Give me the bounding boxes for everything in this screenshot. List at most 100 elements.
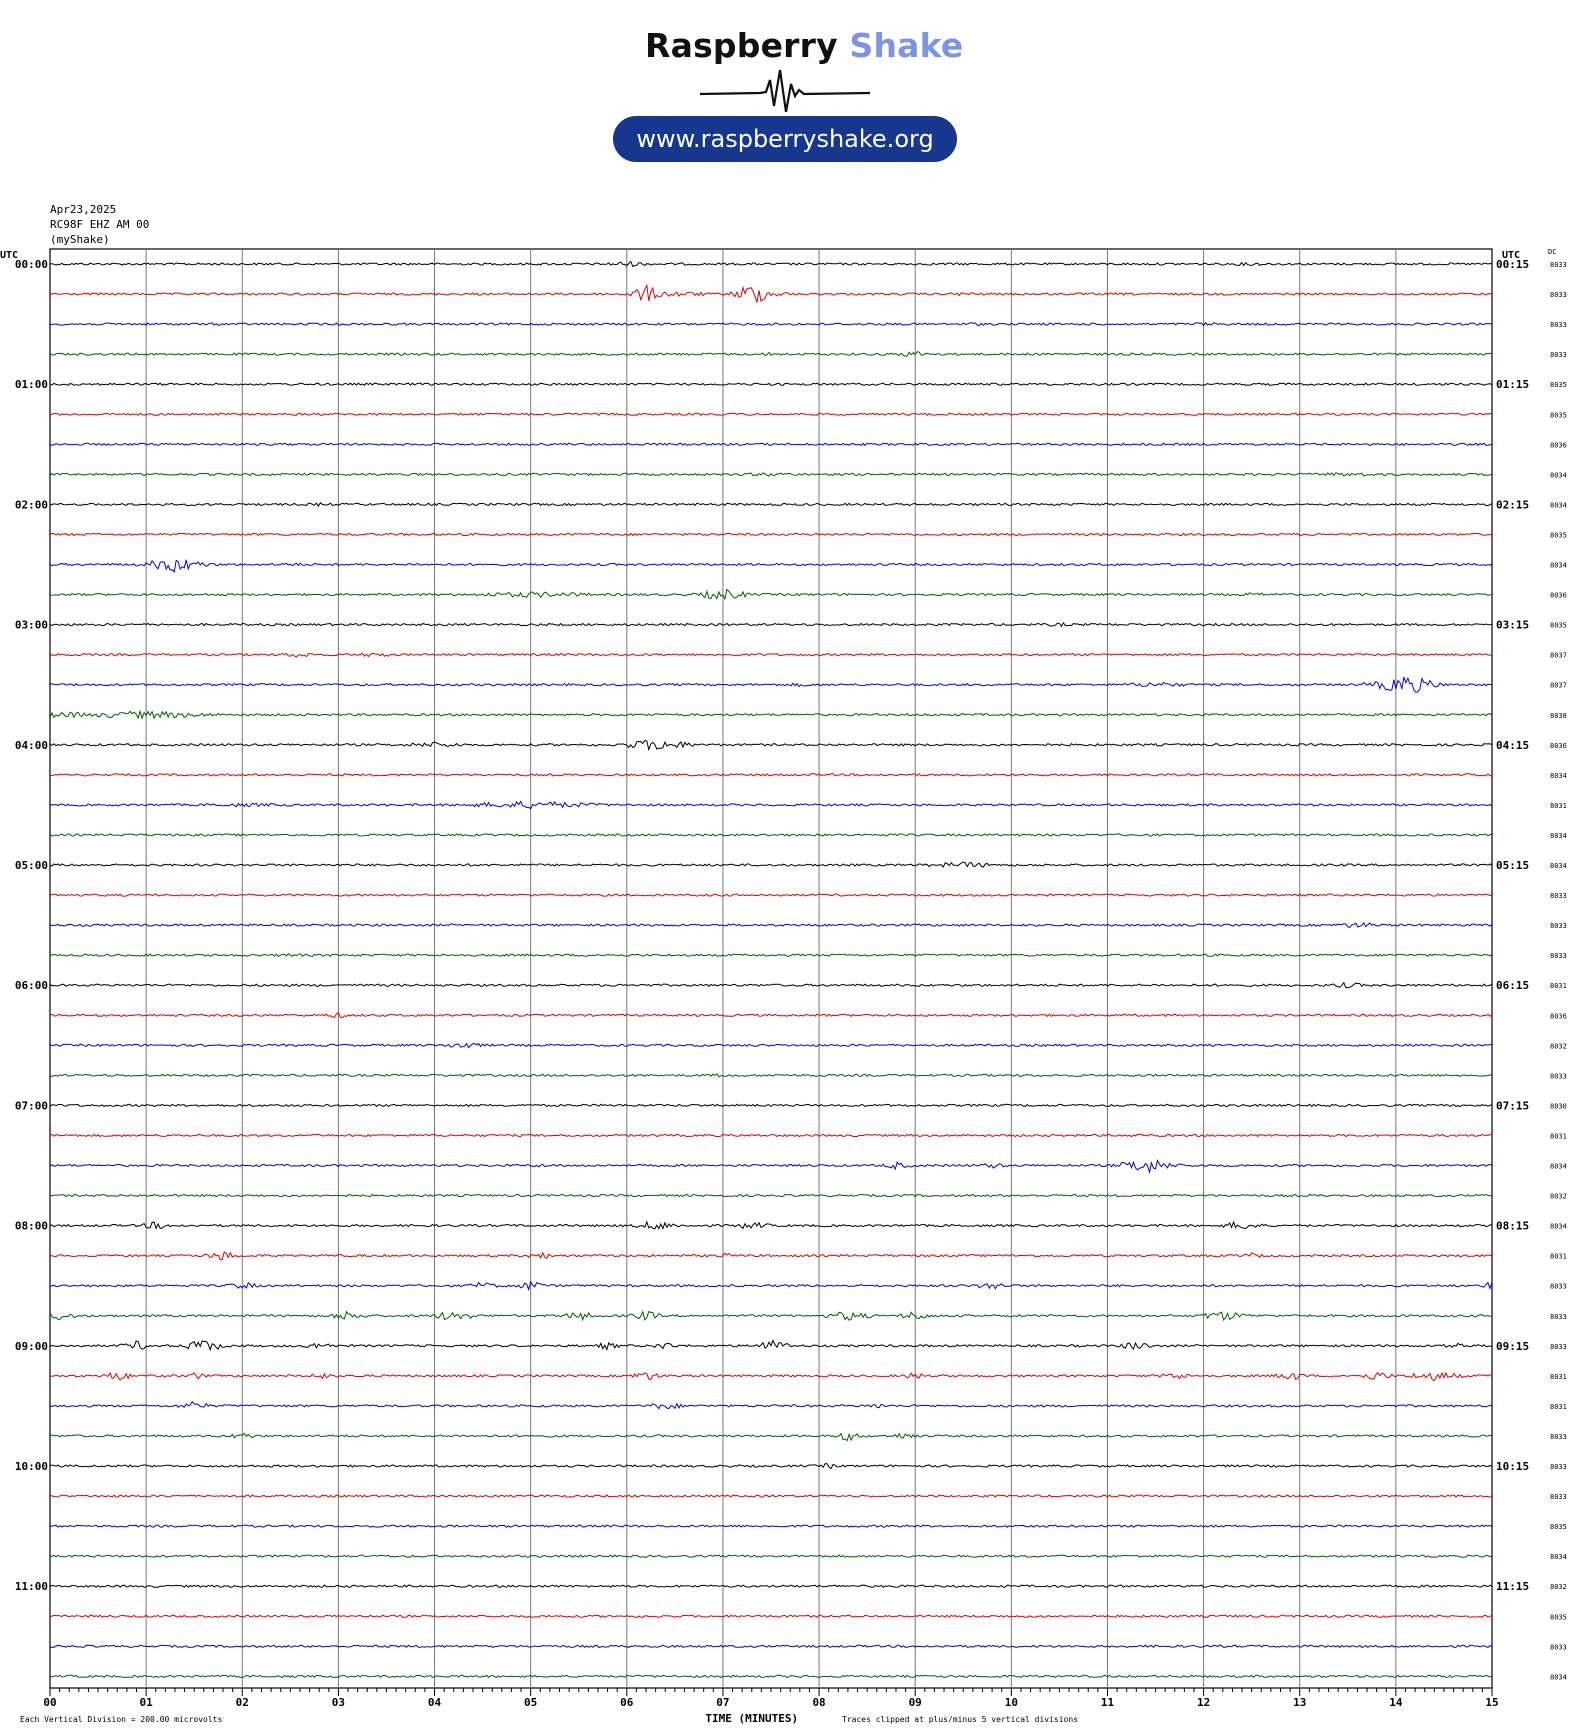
data-source: (myShake) (50, 233, 110, 246)
trace-line (49, 953, 1493, 958)
x-tick-label: 15 (1485, 1696, 1498, 1709)
axis-labels: 00 01 02 03 04 05 06 07 08 09 10 11 12 13 14 15 TIME (MI… (0, 248, 1567, 1725)
dc-value: 8035 (1550, 531, 1567, 539)
dc-value: 8038 (1550, 712, 1567, 720)
dc-value: 8033 (1550, 1072, 1567, 1080)
trace-line (49, 1280, 1493, 1292)
trace-line (49, 893, 1493, 897)
dc-value: 8034 (1550, 1553, 1567, 1561)
trace-line (49, 559, 1493, 574)
dc-value: 8035 (1550, 381, 1567, 389)
x-tick-label: 08 (812, 1696, 825, 1709)
dc-value: 8033 (1550, 351, 1567, 359)
dc-value: 8037 (1550, 682, 1567, 690)
trace-line (49, 709, 1493, 720)
trace-line (49, 740, 1493, 752)
dc-value: 8034 (1550, 501, 1567, 509)
hour-label-right: 07:15 (1496, 1099, 1529, 1112)
trace-line (49, 1193, 1493, 1198)
brand-part1: Raspberry (645, 26, 838, 65)
dc-value: 8033 (1550, 1343, 1567, 1351)
hour-label-left: 00:00 (15, 258, 48, 271)
hour-label-right: 04:15 (1496, 739, 1529, 752)
dc-value: 8033 (1550, 1463, 1567, 1471)
dc-value: 8034 (1550, 832, 1567, 840)
scale-note: Each Vertical Division = 200.00 microvol… (20, 1715, 222, 1724)
trace-line (49, 621, 1493, 628)
trace-line (49, 922, 1493, 928)
trace-line (50, 1432, 1493, 1442)
trace-line (49, 676, 1493, 693)
dc-value: 8033 (1550, 1433, 1567, 1441)
hour-label-left: 08:00 (15, 1220, 48, 1233)
hour-label-right: 02:15 (1496, 498, 1529, 511)
trace-line (49, 1042, 1493, 1049)
trace-line (49, 382, 1493, 386)
hour-label-right: 00:15 (1496, 258, 1529, 271)
trace-line (49, 1220, 1492, 1230)
hour-label-right: 10:15 (1496, 1460, 1529, 1473)
trace-line (49, 1073, 1493, 1078)
dc-value: 8034 (1550, 562, 1567, 570)
dc-value: 8031 (1550, 982, 1567, 990)
x-tick-label: 03 (332, 1696, 345, 1709)
dc-value: 8034 (1550, 1673, 1567, 1681)
website-link[interactable]: www.raspberryshake.org (613, 116, 957, 162)
trace-line (49, 1614, 1493, 1618)
dc-value: 8033 (1550, 261, 1567, 269)
x-tick-label: 09 (909, 1696, 922, 1709)
trace-line (49, 1494, 1493, 1498)
dc-value: 8031 (1550, 1373, 1567, 1381)
x-tick-label: 07 (716, 1696, 729, 1709)
hour-label-left: 01:00 (15, 378, 48, 391)
trace-line (49, 981, 1493, 989)
dc-value: 8035 (1550, 1523, 1567, 1531)
dc-value: 8035 (1550, 411, 1567, 419)
dc-value: 8032 (1550, 1042, 1567, 1050)
trace-line (49, 283, 1493, 303)
station-code: RC98F EHZ AM 00 (50, 218, 150, 231)
trace-line (49, 833, 1493, 837)
x-tick-label: 05 (524, 1696, 537, 1709)
dc-value: 8033 (1550, 1313, 1567, 1321)
hour-label-left: 02:00 (15, 498, 48, 511)
hour-label-left: 04:00 (15, 739, 48, 752)
dc-value: 8034 (1550, 1223, 1567, 1231)
x-axis-title: TIME (MINUTES) (705, 1712, 798, 1725)
dc-value: 8036 (1550, 441, 1567, 449)
trace-line (49, 442, 1493, 447)
trace-line (49, 351, 1493, 357)
hour-label-right: 08:15 (1496, 1220, 1529, 1233)
dc-value: 8036 (1550, 592, 1567, 600)
trace-line (49, 1524, 1493, 1528)
dc-value: 8033 (1550, 952, 1567, 960)
recording-date: Apr23,2025 (50, 203, 117, 216)
hour-label-right: 06:15 (1496, 979, 1529, 992)
trace-line (49, 260, 1493, 268)
dc-value: 8035 (1550, 1613, 1567, 1621)
seismic-traces (49, 260, 1493, 1679)
trace-line (49, 1400, 1493, 1410)
trace-line (49, 1310, 1493, 1322)
x-tick-label: 04 (428, 1696, 442, 1709)
x-tick-label: 11 (1101, 1696, 1115, 1709)
trace-line (49, 1584, 1493, 1588)
x-tick-label: 02 (236, 1696, 249, 1709)
seismic-wave-icon (700, 69, 870, 112)
trace-line (49, 1644, 1493, 1649)
hour-label-right: 03:15 (1496, 619, 1529, 632)
dc-value: 8034 (1550, 471, 1567, 479)
x-tick-label: 14 (1389, 1696, 1403, 1709)
hour-label-left: 05:00 (15, 859, 48, 872)
dc-value: 8034 (1550, 772, 1567, 780)
hour-label-left: 09:00 (15, 1340, 48, 1353)
dc-label: DC (1548, 248, 1556, 256)
hour-label-left: 07:00 (15, 1099, 48, 1112)
dc-value: 8033 (1550, 892, 1567, 900)
dc-value: 8032 (1550, 1193, 1567, 1201)
trace-line (49, 588, 1493, 601)
grid-lines (49, 248, 1493, 1696)
hour-label-left: 03:00 (15, 619, 48, 632)
clip-note: Traces clipped at plus/minus 5 vertical … (842, 1715, 1078, 1724)
